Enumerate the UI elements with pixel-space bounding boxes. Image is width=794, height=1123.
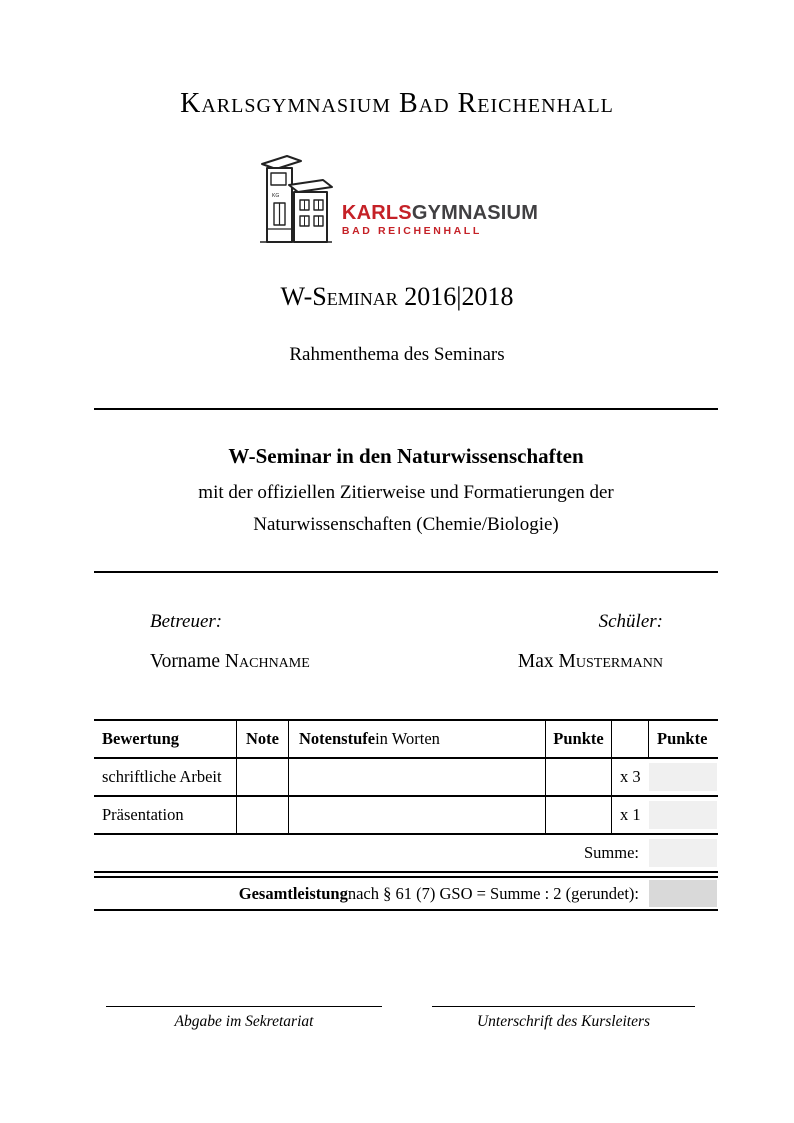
- topic-line2: mit der offiziellen Zitierweise und Form…: [198, 482, 614, 503]
- points-field-praesentation[interactable]: [649, 801, 717, 829]
- points-field-wrap: [649, 797, 718, 833]
- header-notenstufe-bold: Notenstufe: [299, 729, 376, 748]
- divider-top: [94, 408, 718, 410]
- header-note: Note: [237, 721, 289, 757]
- punkte-cell-empty: [546, 797, 612, 833]
- student-block: Schüler: Max Mustermann: [518, 609, 663, 676]
- signature-right: Unterschrift des Kursleiters: [432, 1006, 695, 1031]
- row-label: schriftliche Arbeit: [94, 759, 237, 795]
- people-section: Betreuer: Vorname Nachname Schüler: Max …: [0, 609, 794, 676]
- gesamtleistung-rest: nach § 61 (7) GSO = Summe : 2 (gerundet)…: [347, 883, 639, 903]
- note-cell-empty: [237, 797, 289, 833]
- double-rule-gap: [94, 873, 718, 876]
- note-cell-empty: [237, 759, 289, 795]
- summe-field[interactable]: [649, 839, 717, 867]
- table-row-praesentation: Präsentation x 1: [94, 797, 718, 833]
- summe-row: Summe:: [94, 835, 718, 871]
- logo-main-text: KARLSGYMNASIUM: [342, 203, 538, 223]
- points-field-wrap: [649, 835, 718, 871]
- supervisor-last-name: Nachname: [224, 651, 310, 672]
- seminar-year-line: W-Seminar 2016|2018: [280, 282, 514, 311]
- table-rule: [94, 719, 718, 721]
- header-notenstufe: Notenstufe in Worten: [289, 721, 546, 757]
- summe-label: Summe:: [583, 843, 639, 862]
- gesamtleistung-bold: Gesamtleistung: [238, 883, 348, 903]
- header-punkte-2: Punkte: [657, 729, 708, 748]
- points-field-schriftliche-arbeit[interactable]: [649, 763, 717, 791]
- header-multiplier-spacer: [612, 721, 649, 757]
- supervisor-block: Betreuer: Vorname Nachname: [150, 609, 310, 676]
- supervisor-label: Betreuer:: [150, 611, 223, 632]
- header-notenstufe-rest: in Worten: [375, 729, 440, 748]
- table-rule: [94, 909, 718, 911]
- points-field-wrap: [649, 759, 718, 795]
- table-rule: [94, 757, 718, 759]
- supervisor-name: Vorname Nachname: [150, 648, 310, 676]
- gesamtleistung-field[interactable]: [649, 880, 717, 907]
- table-rule: [94, 833, 718, 835]
- page-title: Karlsgymnasium Bad Reichenhall: [180, 88, 614, 119]
- school-logo: KG KARLSGYMNASIUM BAD REICHENHALL: [0, 150, 794, 250]
- points-field-wrap: [649, 878, 718, 909]
- topic-line3: Naturwissenschaften (Chemie/Biologie): [253, 514, 559, 535]
- frame-topic-label: Rahmenthema des Seminars: [289, 344, 505, 365]
- table-rule: [94, 795, 718, 797]
- logo-gymnasium: GYMNASIUM: [411, 202, 539, 224]
- logo-karls: KARLS: [341, 202, 412, 224]
- signature-left: Abgabe im Sekretariat: [106, 1006, 382, 1031]
- topic-title: W-Seminar in den Naturwissenschaften: [228, 444, 584, 468]
- signature-section: Abgabe im Sekretariat Unterschrift des K…: [106, 1006, 794, 1031]
- row-label: Präsentation: [94, 797, 237, 833]
- logo-subtitle: BAD REICHENHALL: [341, 225, 482, 237]
- table-rule: [94, 871, 718, 873]
- multiplier-cell: x 1: [620, 805, 641, 824]
- grading-table: Bewertung Note Notenstufe in Worten Punk…: [94, 719, 718, 911]
- student-label: Schüler:: [598, 611, 663, 632]
- topic-block: W-Seminar in den Naturwissenschaften mit…: [94, 410, 718, 571]
- gesamtleistung-label: Gesamtleistung nach § 61 (7) GSO = Summe…: [94, 878, 649, 909]
- signature-right-label: Unterschrift des Kursleiters: [432, 1006, 695, 1031]
- table-rule: [94, 876, 718, 878]
- header-bewertung: Bewertung: [94, 721, 237, 757]
- table-row-schriftliche-arbeit: schriftliche Arbeit x 3: [94, 759, 718, 795]
- student-name: Max Mustermann: [518, 648, 663, 676]
- supervisor-first-name: Vorname: [150, 651, 225, 672]
- multiplier-cell: x 3: [620, 767, 641, 786]
- signature-left-label: Abgabe im Sekretariat: [106, 1006, 382, 1031]
- header-punkte-1: Punkte: [546, 721, 612, 757]
- student-last-name: Mustermann: [558, 651, 663, 672]
- student-first-name: Max: [517, 651, 559, 672]
- table-header-row: Bewertung Note Notenstufe in Worten Punk…: [94, 721, 718, 757]
- gesamtleistung-row: Gesamtleistung nach § 61 (7) GSO = Summe…: [94, 878, 718, 909]
- notenstufe-cell-empty: [289, 797, 546, 833]
- punkte-cell-empty: [546, 759, 612, 795]
- svg-text:KG: KG: [272, 193, 279, 199]
- school-building-icon: KG: [259, 155, 333, 243]
- notenstufe-cell-empty: [289, 759, 546, 795]
- school-logo-wordmark: KARLSGYMNASIUM BAD REICHENHALL: [342, 203, 538, 237]
- divider-bottom: [94, 571, 718, 573]
